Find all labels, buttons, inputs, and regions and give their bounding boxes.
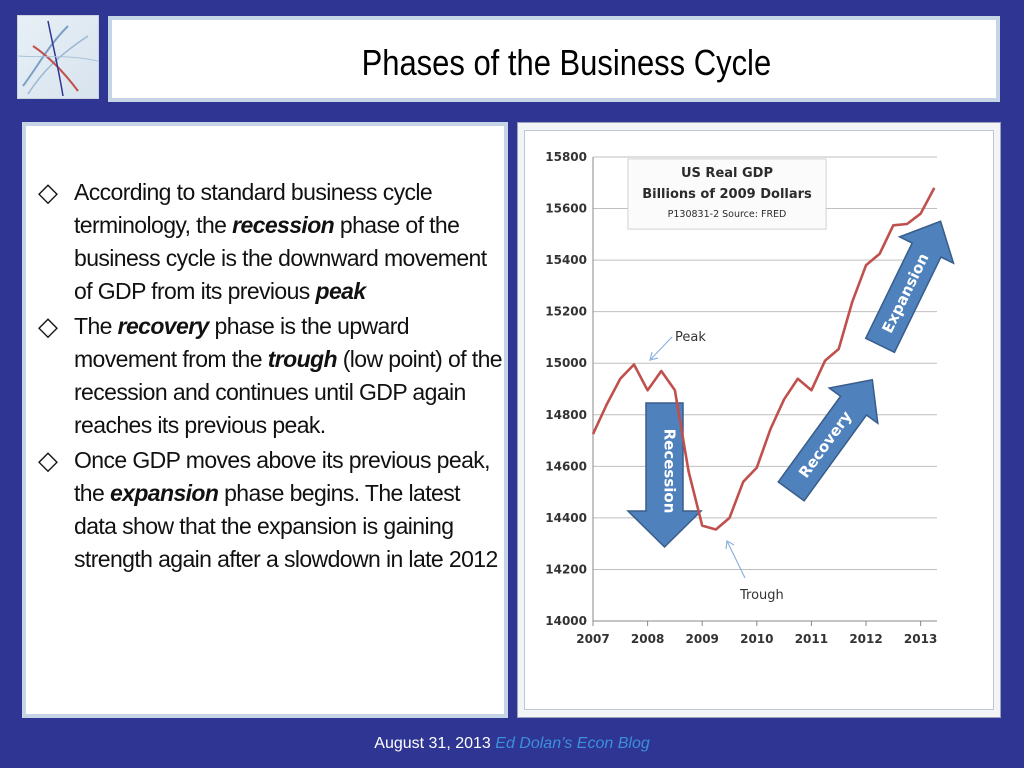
blog-logo	[17, 15, 99, 99]
title-panel: Phases of the Business Cycle	[108, 16, 1000, 102]
recovery-arrow: Recovery	[777, 378, 879, 502]
x-tick-label: 2010	[740, 632, 773, 646]
y-tick-label: 14400	[545, 511, 587, 525]
peak-annotation: Peak	[649, 330, 706, 361]
bullet-emphasis: recession	[232, 212, 335, 238]
bullet-text-run: phase is the upward movement from the	[74, 313, 410, 372]
expansion-arrow: Expansion	[864, 220, 955, 354]
y-tick-label: 14800	[545, 408, 587, 422]
peak-label: Peak	[675, 330, 706, 345]
footer-date: August 31, 2013	[374, 735, 491, 752]
x-tick-label: 2013	[904, 632, 937, 646]
x-tick-label: 2007	[576, 632, 609, 646]
diamond-bullet-icon: ◇	[38, 445, 58, 475]
bullet-item: ◇ The recovery phase is the upward moveme…	[38, 310, 508, 442]
bullet-emphasis: peak	[315, 278, 367, 304]
bullet-text-run: According to standard business cycle ter…	[74, 179, 433, 238]
chart-subtitle: Billions of 2009 Dollars	[642, 187, 812, 202]
x-tick-label: 2009	[686, 632, 719, 646]
bullet-text-run: phase begins. The latest data show that …	[74, 480, 498, 572]
footer-blog-name: Ed Dolan’s Econ Blog	[495, 735, 650, 752]
text-panel: ◇ According to standard business cycle te…	[22, 122, 508, 718]
y-tick-label: 15000	[545, 356, 587, 370]
bullet-text: The recovery phase is the upward movemen…	[74, 310, 508, 442]
bullet-emphasis: expansion	[109, 480, 219, 506]
y-tick-label: 15600	[545, 202, 587, 216]
chart-panel: 14000 14200 14400 14600 14800 15000 15200 15400…	[524, 130, 994, 710]
slide-title: Phases of the Business Cycle	[361, 42, 772, 83]
bullet-item: ◇ Once GDP moves above its previous peak,…	[38, 444, 508, 576]
x-tick-label: 2008	[631, 632, 664, 646]
y-tick-label: 15400	[545, 253, 587, 267]
y-tick-label: 14000	[545, 614, 587, 628]
bullet-text: Once GDP moves above its previous peak, …	[74, 444, 508, 576]
diamond-bullet-icon: ◇	[38, 311, 58, 341]
footer: August 31, 2013 Ed Dolan’s Econ Blog	[0, 735, 1024, 753]
trough-label: Trough	[739, 588, 784, 603]
bullet-item: ◇ According to standard business cycle te…	[38, 176, 508, 308]
bullet-text: According to standard business cycle ter…	[74, 176, 508, 308]
bullet-text-run: phase of the business cycle is the downw…	[74, 212, 487, 304]
diamond-bullet-icon: ◇	[38, 177, 58, 207]
bullet-emphasis: trough	[267, 346, 338, 372]
axes: 14000 14200 14400 14600 14800 15000 15200 15400…	[545, 150, 937, 646]
legend-box: US Real GDP Billions of 2009 Dollars P13…	[627, 158, 827, 230]
logo-graphic	[17, 16, 99, 98]
gdp-chart: 14000 14200 14400 14600 14800 15000 15200 15400…	[545, 150, 955, 646]
bullet-text-run: The	[74, 313, 118, 339]
y-tick-label: 14200	[545, 562, 587, 576]
bullet-list: ◇ According to standard business cycle te…	[38, 176, 508, 578]
x-tick-label: 2012	[849, 632, 882, 646]
y-tick-label: 15800	[545, 150, 587, 164]
trough-annotation: Trough	[725, 540, 784, 603]
chart-source: P130831-2 Source: FRED	[668, 209, 787, 220]
y-tick-label: 15200	[545, 305, 587, 319]
recession-arrow-label: Recession	[661, 429, 679, 514]
bullet-text-run: (low point) of the recession and continu…	[74, 346, 503, 438]
y-tick-label: 14600	[545, 459, 587, 473]
chart-title: US Real GDP	[681, 166, 773, 181]
bullet-emphasis: recovery	[117, 313, 210, 339]
gdp-series-line	[591, 187, 936, 531]
bullet-text-run: Once GDP moves above its previous peak, …	[74, 447, 491, 506]
x-tick-label: 2011	[795, 632, 828, 646]
